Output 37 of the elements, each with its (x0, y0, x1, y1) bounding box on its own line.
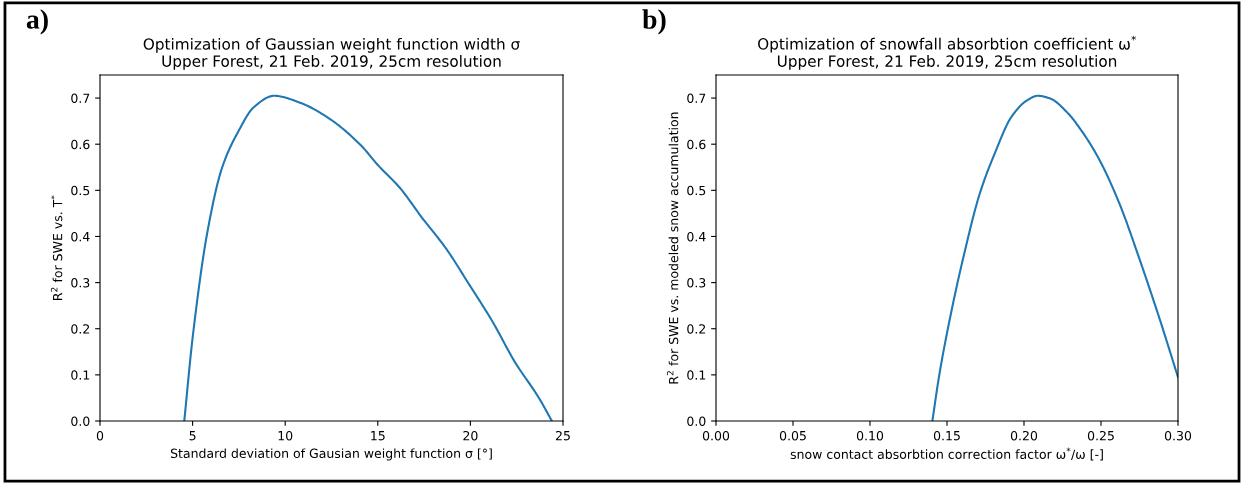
text: b) (642, 9, 666, 35)
x-tick-label: 0.20 (1010, 430, 1038, 441)
y-tick-label: 0.0 (687, 416, 706, 426)
y-axis-title: R$^{2}$ for SWE vs. T$^{*}$ (50, 195, 63, 300)
x-tick-label: 0 (96, 430, 104, 441)
y-tick-label: 0.1 (71, 370, 90, 380)
x-axis-title: snow contact absorbtion correction factor ω$^{*}$/ω [-] (790, 447, 1103, 461)
y-tick-label: 0.5 (71, 185, 90, 196)
y-tick-label: 0.4 (687, 231, 706, 242)
x-tick-label: 0.30 (1164, 430, 1192, 441)
x-tick-label: 15 (371, 431, 385, 441)
y-tick-label: 0.4 (71, 231, 90, 242)
chart-title: Optimization of Gaussian weight function width σ Upper Forest, 21 Feb. 2019, 25cm resolution (143, 37, 520, 70)
x-tick-label: 5 (189, 431, 196, 441)
y-tick-label: 0.0 (71, 416, 90, 426)
x-tick-label: 10 (278, 430, 293, 441)
y-tick-label: 0.2 (687, 324, 706, 334)
y-tick-label: 0.1 (687, 370, 706, 380)
y-tick-label: 0.2 (71, 324, 90, 334)
y-tick-label: 0.6 (687, 139, 706, 150)
y-tick-label: 0.5 (687, 185, 706, 196)
x-tick-label: 0.05 (779, 430, 806, 441)
y-axis-title: R$^{2}$ for SWE vs. modeled snow accumulation (666, 112, 679, 384)
x-tick-label: 20 (463, 430, 478, 441)
chart-title: Optimization of snowfall absorbtion coefficient ω$^{*}$ Upper Forest, 21 Feb. 2019, 25cm resolution (758, 35, 1137, 70)
x-tick-label: 0.25 (1087, 430, 1114, 441)
x-tick-label: 0.15 (933, 430, 960, 441)
x-tick-label: 0.10 (856, 430, 884, 441)
x-tick-label: 0.00 (702, 430, 730, 441)
y-tick-label: 0.6 (71, 139, 90, 150)
text: a) (26, 9, 48, 35)
y-tick-label: 0.7 (71, 93, 90, 103)
y-tick-label: 0.7 (687, 93, 706, 103)
y-tick-label: 0.3 (71, 278, 90, 288)
y-tick-label: 0.3 (687, 278, 706, 288)
x-tick-label: 25 (555, 430, 570, 441)
x-axis-title: Standard deviation of Gausian weight function σ [°] (170, 448, 492, 461)
